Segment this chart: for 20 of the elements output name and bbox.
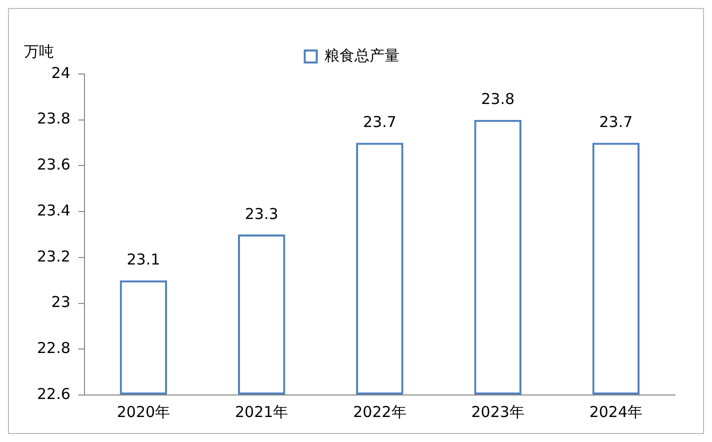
- x-tick-label: 2023年: [471, 402, 524, 421]
- y-tick-label: 24: [51, 64, 70, 82]
- data-label: 23.8: [481, 90, 515, 108]
- y-tick-label: 23: [51, 293, 70, 312]
- y-tick-label: 23.6: [36, 156, 70, 174]
- data-label: 23.7: [362, 113, 396, 132]
- legend-label: 粮食总产量: [324, 46, 400, 64]
- y-tick-label: 23.4: [36, 201, 70, 220]
- data-label: 23.7: [599, 113, 633, 132]
- y-tick-label: 23.8: [36, 110, 70, 128]
- data-label: 23.3: [244, 204, 278, 223]
- data-label: 23.1: [126, 250, 160, 269]
- x-tick-label: 2020年: [116, 402, 170, 421]
- y-tick-label: 22.8: [36, 339, 70, 358]
- y-tick-label: 23.2: [36, 247, 70, 266]
- y-tick-label: 22.6: [36, 384, 70, 403]
- x-tick-label: 2022年: [353, 402, 406, 421]
- x-tick-label: 2021年: [234, 402, 288, 421]
- x-tick-label: 2024年: [589, 402, 643, 421]
- y-axis-title: 万吨: [24, 42, 54, 60]
